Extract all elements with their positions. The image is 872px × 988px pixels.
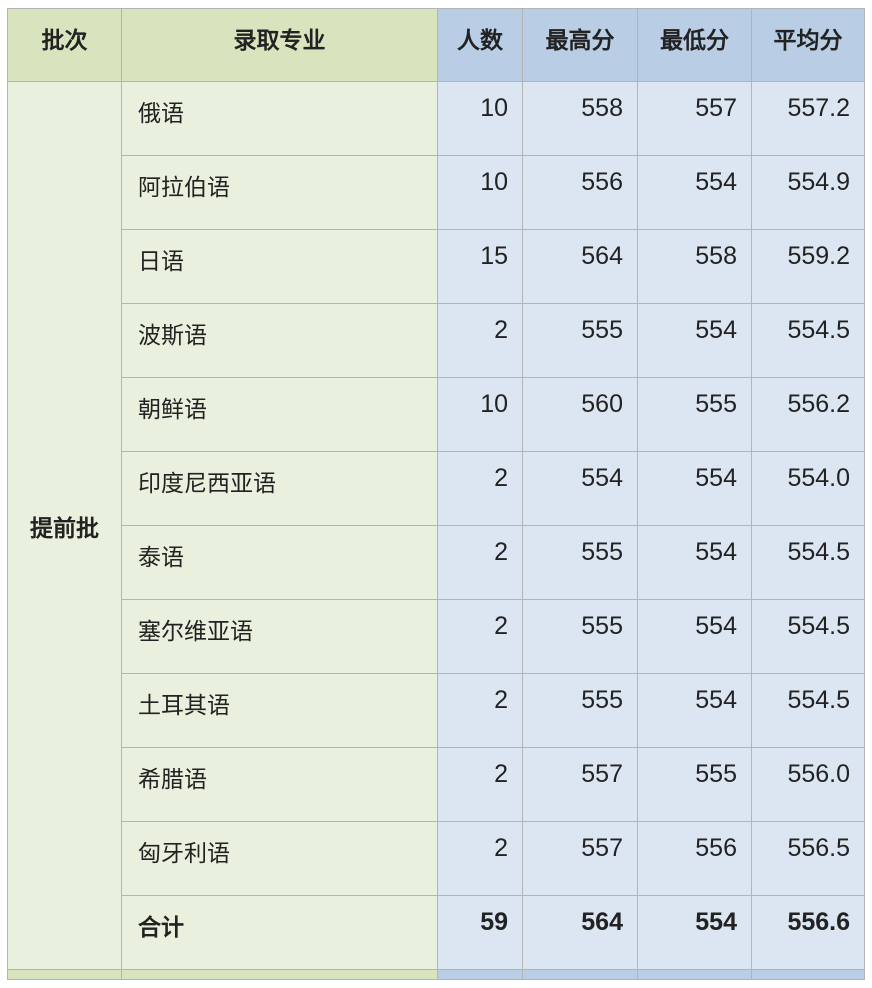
header-min: 最低分 [637, 8, 752, 82]
avg-cell: 556.2 [751, 377, 865, 452]
avg-cell: 554.0 [751, 451, 865, 526]
count-cell: 10 [437, 377, 523, 452]
min-cell: 554 [637, 451, 752, 526]
next-row-partial [7, 969, 865, 980]
min-cell: 558 [637, 229, 752, 304]
avg-cell: 557.2 [751, 81, 865, 156]
count-cell: 2 [437, 599, 523, 674]
max-cell: 560 [522, 377, 638, 452]
table-row: 印度尼西亚语 2 554 554 554.0 [8, 451, 865, 526]
min-cell: 557 [637, 81, 752, 156]
header-avg: 平均分 [751, 8, 865, 82]
max-cell: 564 [522, 229, 638, 304]
major-cell: 朝鲜语 [121, 377, 438, 452]
major-cell: 波斯语 [121, 303, 438, 378]
avg-cell: 554.9 [751, 155, 865, 230]
max-cell: 556 [522, 155, 638, 230]
min-cell: 554 [637, 599, 752, 674]
min-cell: 555 [637, 747, 752, 822]
count-cell: 2 [437, 747, 523, 822]
total-row: 合计 59 564 554 556.6 [8, 895, 865, 970]
table-row: 波斯语 2 555 554 554.5 [8, 303, 865, 378]
header-batch: 批次 [7, 8, 122, 82]
max-cell: 557 [522, 821, 638, 896]
header-row: 批次 录取专业 人数 最高分 最低分 平均分 [7, 8, 865, 82]
min-cell: 554 [637, 673, 752, 748]
max-cell: 558 [522, 81, 638, 156]
header-count: 人数 [437, 8, 523, 82]
count-cell: 2 [437, 821, 523, 896]
batch-cell: 提前批 [7, 81, 122, 970]
table-row: 塞尔维亚语 2 555 554 554.5 [8, 599, 865, 674]
min-cell: 555 [637, 377, 752, 452]
avg-cell: 556.5 [751, 821, 865, 896]
min-cell: 554 [637, 155, 752, 230]
major-cell: 印度尼西亚语 [121, 451, 438, 526]
max-cell: 555 [522, 673, 638, 748]
partial-cell [751, 969, 865, 980]
avg-cell: 554.5 [751, 673, 865, 748]
partial-cell [437, 969, 523, 980]
major-cell: 匈牙利语 [121, 821, 438, 896]
major-cell: 俄语 [121, 81, 438, 156]
partial-cell [522, 969, 638, 980]
count-cell: 15 [437, 229, 523, 304]
total-count: 59 [437, 895, 523, 970]
major-cell: 日语 [121, 229, 438, 304]
max-cell: 555 [522, 303, 638, 378]
total-label: 合计 [121, 895, 438, 970]
count-cell: 2 [437, 525, 523, 600]
max-cell: 554 [522, 451, 638, 526]
table-row: 匈牙利语 2 557 556 556.5 [8, 821, 865, 896]
avg-cell: 554.5 [751, 599, 865, 674]
avg-cell: 554.5 [751, 303, 865, 378]
min-cell: 554 [637, 303, 752, 378]
header-major: 录取专业 [121, 8, 438, 82]
header-max: 最高分 [522, 8, 638, 82]
admission-table: 批次 录取专业 人数 最高分 最低分 平均分 提前批 俄语 10 558 557 557.… [7, 8, 865, 980]
min-cell: 554 [637, 525, 752, 600]
table-row: 希腊语 2 557 555 556.0 [8, 747, 865, 822]
total-avg: 556.6 [751, 895, 865, 970]
table-row: 朝鲜语 10 560 555 556.2 [8, 377, 865, 452]
count-cell: 2 [437, 303, 523, 378]
min-cell: 556 [637, 821, 752, 896]
avg-cell: 556.0 [751, 747, 865, 822]
partial-cell [121, 969, 438, 980]
table-row: 提前批 俄语 10 558 557 557.2 [7, 81, 865, 970]
total-max: 564 [522, 895, 638, 970]
table-row: 土耳其语 2 555 554 554.5 [8, 673, 865, 748]
avg-cell: 559.2 [751, 229, 865, 304]
major-cell: 泰语 [121, 525, 438, 600]
max-cell: 555 [522, 599, 638, 674]
avg-cell: 554.5 [751, 525, 865, 600]
table-row: 阿拉伯语 10 556 554 554.9 [8, 155, 865, 230]
max-cell: 555 [522, 525, 638, 600]
count-cell: 2 [437, 451, 523, 526]
major-cell: 希腊语 [121, 747, 438, 822]
partial-cell [7, 969, 122, 980]
max-cell: 557 [522, 747, 638, 822]
table-row: 日语 15 564 558 559.2 [8, 229, 865, 304]
count-cell: 10 [437, 81, 523, 156]
partial-cell [637, 969, 752, 980]
major-cell: 塞尔维亚语 [121, 599, 438, 674]
count-cell: 10 [437, 155, 523, 230]
count-cell: 2 [437, 673, 523, 748]
major-cell: 土耳其语 [121, 673, 438, 748]
total-min: 554 [637, 895, 752, 970]
major-cell: 阿拉伯语 [121, 155, 438, 230]
table-row: 泰语 2 555 554 554.5 [8, 525, 865, 600]
